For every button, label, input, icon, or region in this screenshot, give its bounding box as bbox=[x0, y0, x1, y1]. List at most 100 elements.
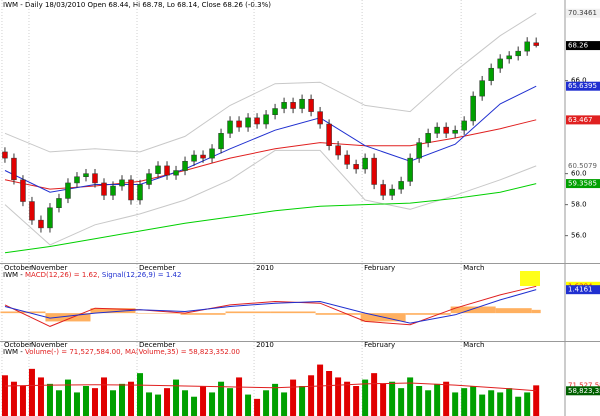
candle-body bbox=[407, 157, 413, 182]
candle-body bbox=[74, 176, 80, 184]
candle-body bbox=[443, 126, 449, 134]
candle-body bbox=[515, 50, 521, 57]
price-tag-label: 1.4161 bbox=[568, 286, 593, 294]
volume-bar bbox=[371, 373, 378, 416]
macd-histogram-bar bbox=[270, 311, 316, 314]
volume-bar bbox=[200, 386, 207, 416]
candle-body bbox=[110, 185, 116, 196]
volume-bar bbox=[461, 388, 468, 416]
volume-bar bbox=[254, 398, 261, 416]
candle-body bbox=[155, 165, 161, 174]
candle-body bbox=[416, 142, 422, 159]
x-tick-label: October bbox=[4, 264, 32, 272]
volume-bar bbox=[452, 392, 459, 416]
y-tick-label: 56.0 bbox=[571, 232, 587, 240]
candle-body bbox=[506, 55, 512, 60]
legend-entry: MACD(12,26) = 1.62, bbox=[25, 271, 100, 279]
volume-bar bbox=[533, 385, 540, 416]
candle-body bbox=[371, 157, 377, 185]
candle-body bbox=[20, 179, 26, 202]
x-tick-label: October bbox=[4, 341, 32, 349]
volume-bar bbox=[479, 394, 486, 416]
price-tag bbox=[566, 380, 600, 390]
volume-bar bbox=[416, 386, 423, 416]
legend-entry: MA(Volume,35) = 58,823,352.00 bbox=[125, 348, 240, 356]
volume-bar bbox=[37, 377, 44, 416]
price-tag-label: 60.5079 bbox=[568, 162, 597, 170]
volume-bar bbox=[470, 386, 477, 416]
candle-body bbox=[11, 157, 17, 181]
candle-body bbox=[398, 181, 404, 190]
y-tick-label: 66.0 bbox=[571, 77, 587, 85]
macd-histogram-bar bbox=[531, 309, 541, 314]
candle-body bbox=[146, 173, 152, 185]
indicator-line bbox=[4, 183, 537, 254]
volume-bar bbox=[398, 388, 405, 416]
volume-bar bbox=[389, 381, 396, 416]
candle-body bbox=[173, 170, 179, 176]
y-tick-label: 58.0 bbox=[571, 201, 587, 209]
candle-body bbox=[29, 201, 35, 221]
x-tick-label: December bbox=[139, 341, 175, 349]
volume-bar bbox=[191, 396, 198, 416]
macd-histogram-bar bbox=[45, 313, 91, 322]
volume-bar bbox=[281, 392, 288, 416]
candle-body bbox=[470, 95, 476, 122]
volume-bar bbox=[272, 383, 279, 416]
candle-body bbox=[389, 188, 395, 196]
candle-body bbox=[380, 184, 386, 196]
candle-body bbox=[452, 129, 458, 134]
macd-line bbox=[4, 285, 537, 327]
price-tag bbox=[566, 161, 600, 171]
macd-histogram-bar bbox=[0, 311, 46, 314]
volume-bar bbox=[353, 386, 360, 416]
candle-body bbox=[479, 80, 485, 97]
candle-body bbox=[218, 133, 224, 150]
volume-bar bbox=[218, 381, 225, 416]
candle-body bbox=[353, 164, 359, 170]
volume-bar bbox=[245, 394, 252, 416]
candle-body bbox=[245, 117, 251, 128]
x-tick-label: March bbox=[463, 341, 484, 349]
volume-bar bbox=[182, 390, 189, 416]
candle-body bbox=[524, 41, 530, 52]
volume-bar bbox=[236, 377, 243, 416]
volume-bar bbox=[119, 383, 126, 416]
volume-bar bbox=[497, 392, 504, 416]
candle-body bbox=[164, 165, 170, 176]
candle-body bbox=[182, 160, 188, 171]
price-tag bbox=[566, 41, 600, 51]
candle-body bbox=[2, 151, 8, 159]
volume-bar bbox=[443, 381, 450, 416]
price-tag-label: 59.3585 bbox=[568, 180, 597, 188]
volume-bar bbox=[64, 379, 71, 416]
volume-bar bbox=[317, 364, 324, 416]
x-tick-label: November bbox=[31, 264, 68, 272]
price-tag bbox=[566, 81, 600, 91]
candle-body bbox=[299, 98, 305, 109]
volume-bar bbox=[137, 373, 144, 416]
x-tick-label: February bbox=[364, 264, 395, 272]
x-tick-label: 2010 bbox=[256, 264, 274, 272]
volume-bar bbox=[46, 383, 53, 416]
price-tag-label: 71,527,584 bbox=[568, 381, 600, 389]
price-tag-label: 63.467 bbox=[568, 116, 593, 124]
candle-body bbox=[461, 120, 467, 131]
volume-bar bbox=[407, 377, 414, 416]
volume-bar bbox=[28, 368, 35, 416]
macd-histogram-bar bbox=[450, 306, 496, 314]
volume-ma-line bbox=[4, 382, 537, 392]
price-tag-label: 70.3461 bbox=[568, 9, 597, 17]
volume-bar bbox=[110, 390, 116, 416]
candle-body bbox=[272, 108, 278, 115]
macd-histogram-bar bbox=[405, 313, 451, 315]
candle-body bbox=[137, 184, 143, 201]
candle-body bbox=[119, 179, 125, 187]
macd-title-prefix: IWM - bbox=[3, 271, 23, 279]
candle-body bbox=[191, 154, 197, 162]
volume-bar bbox=[82, 386, 89, 416]
volume-bar bbox=[290, 379, 297, 416]
y-tick-label: 60.0 bbox=[571, 170, 587, 178]
volume-bar bbox=[506, 388, 513, 416]
highlight-box bbox=[520, 271, 540, 286]
